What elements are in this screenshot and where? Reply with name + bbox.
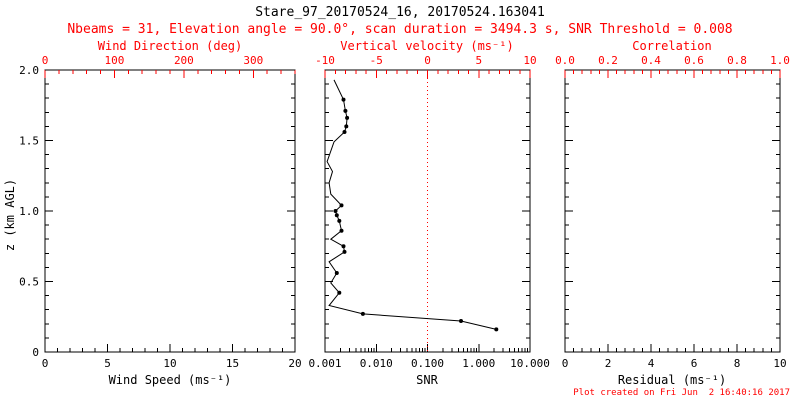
correlation-axis-title: Correlation bbox=[632, 39, 711, 53]
x2-tick-label: 0.4 bbox=[641, 54, 661, 67]
x-tick-label: 5 bbox=[104, 357, 111, 370]
x2-tick-label: 100 bbox=[105, 54, 125, 67]
x-tick-label: 10 bbox=[773, 357, 786, 370]
y-axis-title: z (km AGL) bbox=[3, 179, 17, 251]
data-point-marker bbox=[334, 213, 339, 218]
x-tick-label: 0 bbox=[42, 357, 49, 370]
data-point-marker bbox=[345, 115, 350, 120]
snr-axis-title: SNR bbox=[416, 373, 438, 387]
data-point-marker bbox=[342, 249, 347, 254]
x2-tick-label: 200 bbox=[174, 54, 194, 67]
x2-tick-label: 0 bbox=[42, 54, 49, 67]
x-tick-label: 0.001 bbox=[308, 357, 341, 370]
data-point-marker bbox=[337, 218, 342, 223]
x2-tick-label: 0.6 bbox=[684, 54, 704, 67]
plot-subtitle: Nbeams = 31, Elevation angle = 90.0°, sc… bbox=[67, 22, 732, 37]
creation-timestamp: Plot created on Fri Jun 2 16:40:16 2017 bbox=[573, 388, 790, 398]
x-tick-label: 10 bbox=[163, 357, 176, 370]
x2-tick-label: -5 bbox=[370, 54, 383, 67]
wind-speed-axis-title: Wind Speed (ms⁻¹) bbox=[109, 373, 232, 387]
wind-direction-axis-title: Wind Direction (deg) bbox=[98, 39, 243, 53]
data-point-marker bbox=[341, 244, 346, 249]
x2-tick-label: 1.0 bbox=[770, 54, 790, 67]
x-tick-label: 0.100 bbox=[411, 357, 444, 370]
x-tick-label: 1.000 bbox=[462, 357, 495, 370]
residual-axis-title: Residual (ms⁻¹) bbox=[618, 373, 726, 387]
data-point-marker bbox=[344, 124, 349, 129]
x-tick-label: 15 bbox=[226, 357, 239, 370]
vertical-velocity-axis-title: Vertical velocity (ms⁻¹) bbox=[340, 39, 513, 53]
y-tick-label: 0 bbox=[32, 346, 39, 359]
y-tick-label: 0.5 bbox=[19, 276, 39, 289]
x-tick-label: 0 bbox=[562, 357, 569, 370]
panel-frame bbox=[44, 69, 296, 353]
x2-tick-label: 5 bbox=[475, 54, 482, 67]
data-point-marker bbox=[494, 327, 499, 332]
snr-panel: Vertical velocity (ms⁻¹) SNR 0.001 0.010 0… bbox=[308, 39, 549, 387]
data-point-marker bbox=[339, 228, 344, 233]
x2-tick-label: 0.0 bbox=[555, 54, 575, 67]
data-point-marker bbox=[333, 209, 338, 213]
data-point-marker bbox=[339, 203, 344, 208]
x-tick-label: 0.010 bbox=[360, 357, 393, 370]
x-tick-label: 10.000 bbox=[510, 357, 550, 370]
x2-tick-label: 0.8 bbox=[727, 54, 747, 67]
x-tick-label: 8 bbox=[734, 357, 741, 370]
x-tick-label: 2 bbox=[605, 357, 612, 370]
y-tick-label: 1.5 bbox=[19, 135, 39, 148]
data-point-marker bbox=[337, 290, 342, 295]
x2-tick-label: 0.2 bbox=[598, 54, 618, 67]
data-point-marker bbox=[342, 130, 347, 134]
wind-panel: Wind Direction (deg) Wind Speed (ms⁻¹) 0… bbox=[19, 39, 302, 387]
x-tick-label: 20 bbox=[288, 357, 301, 370]
x2-tick-label: 10 bbox=[523, 54, 536, 67]
data-point-marker bbox=[360, 311, 365, 316]
panel-frame bbox=[564, 69, 781, 353]
x-tick-label: 4 bbox=[648, 357, 655, 370]
residual-panel: Correlation Residual (ms⁻¹) 0 2 4 6 8 10 0.0 0.… bbox=[555, 39, 790, 387]
x2-tick-label: 300 bbox=[243, 54, 263, 67]
x-tick-label: 6 bbox=[691, 357, 698, 370]
data-point-marker bbox=[341, 97, 346, 102]
y-tick-label: 2.0 bbox=[19, 64, 39, 77]
snr-profile-line bbox=[326, 79, 497, 330]
panel-frame bbox=[324, 69, 531, 353]
data-point-marker bbox=[343, 108, 348, 113]
data-point-marker bbox=[334, 271, 339, 275]
x2-tick-label: -10 bbox=[315, 54, 335, 67]
y-tick-label: 1.0 bbox=[19, 205, 39, 218]
plot-title: Stare_97_20170524_16, 20170524.163041 bbox=[255, 5, 545, 20]
x2-tick-label: 0 bbox=[424, 54, 431, 67]
data-point-marker bbox=[459, 319, 463, 323]
